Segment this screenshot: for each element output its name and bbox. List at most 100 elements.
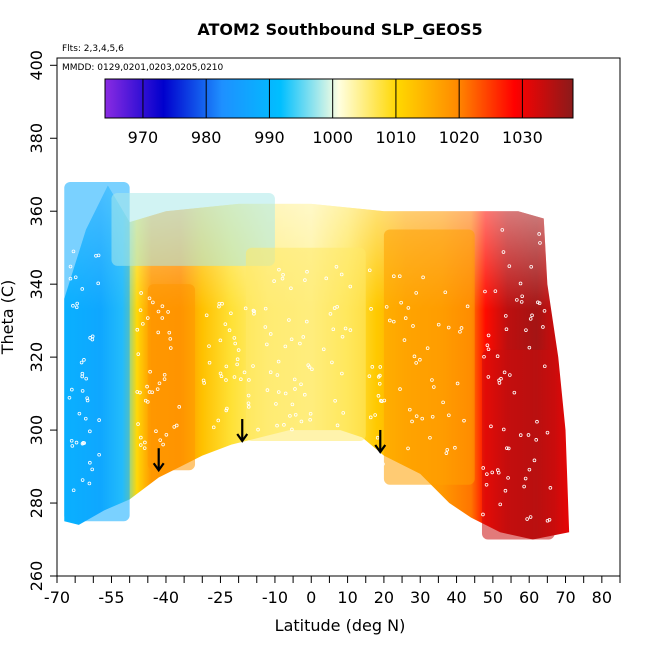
track-dot [432, 385, 436, 389]
track-dot [224, 364, 229, 369]
track-dot [177, 405, 182, 409]
track-dot [481, 512, 485, 517]
track-dot [167, 330, 172, 335]
arrow-marker [374, 429, 387, 454]
track-dot [143, 440, 147, 445]
track-dot [502, 370, 507, 375]
track-dot [151, 300, 155, 305]
track-dot [274, 402, 278, 406]
track-dot [162, 377, 167, 381]
track-dot [251, 364, 255, 368]
track-dot [334, 264, 339, 269]
track-dot [403, 316, 408, 320]
track-dot [430, 414, 435, 419]
track-dot [275, 423, 279, 428]
track-dot [493, 289, 498, 293]
track-dot [512, 390, 517, 395]
track-dot [406, 446, 410, 451]
track-dot [161, 442, 165, 447]
track-dot [160, 304, 165, 308]
track-dot [272, 279, 276, 283]
track-dot [348, 328, 353, 332]
track-dot [303, 278, 307, 282]
x-axis: -70 -55 -40 -25 -10 0 10 20 30 40 50 60 70 80 [44, 576, 621, 607]
track-dot [282, 423, 286, 427]
track-dot [80, 478, 85, 482]
x-tick-label: 20 [374, 588, 394, 607]
track-dot [75, 301, 79, 306]
y-tick-label: 260 [27, 561, 46, 592]
flights-label: Flts: 2,3,4,5,6 [62, 44, 124, 54]
track-dot [239, 377, 243, 382]
track-dot [246, 393, 251, 398]
track-dot [97, 452, 101, 457]
track-dot [542, 364, 547, 369]
track-dot [280, 276, 285, 281]
colorbar-tick-label: 1000 [312, 128, 353, 147]
track-dot [289, 286, 293, 291]
slp-field [64, 182, 570, 540]
track-dot [289, 337, 294, 342]
colorbar: 970 980 990 1000 1010 1020 1030 [104, 78, 574, 147]
track-dot [154, 429, 158, 434]
track-dot [302, 392, 307, 397]
track-dot [147, 296, 152, 301]
arrow-markers [152, 419, 387, 473]
track-dot [90, 337, 95, 342]
track-dot [542, 309, 547, 313]
track-dot [535, 419, 539, 424]
track-dot [465, 304, 470, 309]
track-dot [518, 281, 523, 286]
track-dot [388, 318, 392, 323]
track-dot [410, 419, 414, 424]
track-dot [392, 274, 396, 279]
track-dot [162, 372, 167, 377]
track-dot [503, 488, 508, 493]
x-tick-label: 70 [555, 588, 575, 607]
track-dot [276, 390, 281, 394]
track-dot [233, 341, 238, 346]
plot-frame [56, 57, 621, 577]
track-dot [77, 411, 82, 416]
track-dot [411, 324, 415, 328]
track-dot [265, 388, 270, 392]
track-dot [508, 373, 512, 377]
track-dot [447, 413, 451, 418]
track-dot [414, 291, 419, 295]
track-dot [524, 328, 528, 332]
track-dot [211, 425, 216, 430]
y-tick-label: 380 [27, 123, 46, 154]
track-dot [348, 284, 353, 289]
colorbar-scale [104, 78, 574, 119]
track-dot [292, 377, 297, 382]
track-dot [299, 382, 303, 387]
track-dot [497, 378, 501, 383]
track-dot [69, 438, 74, 443]
track-dot [418, 357, 422, 362]
x-axis-label: Latitude (deg N) [275, 616, 406, 635]
track-dot [436, 322, 441, 327]
track-dot [225, 406, 229, 411]
track-dot [369, 307, 373, 311]
track-dot [308, 417, 312, 422]
track-dot [136, 352, 141, 356]
track-dot [486, 375, 491, 379]
track-dot [459, 326, 464, 330]
track-dot [141, 322, 145, 326]
track-dot [414, 414, 419, 418]
track-dot [155, 387, 160, 391]
track-dot [85, 398, 90, 403]
track-dot [545, 430, 550, 435]
track-dot [232, 336, 237, 340]
track-dot [283, 391, 288, 396]
track-dot [505, 446, 509, 450]
track-dot [500, 228, 505, 232]
track-dot [307, 365, 312, 369]
track-dot [485, 343, 490, 348]
track-dot [308, 411, 313, 416]
track-dot [281, 272, 285, 277]
track-dot [408, 407, 412, 412]
y-axis: 260 280 300 320 340 360 380 400 [27, 50, 57, 591]
track-dot [484, 483, 489, 487]
colorbar-tick-label: 1010 [376, 128, 417, 147]
